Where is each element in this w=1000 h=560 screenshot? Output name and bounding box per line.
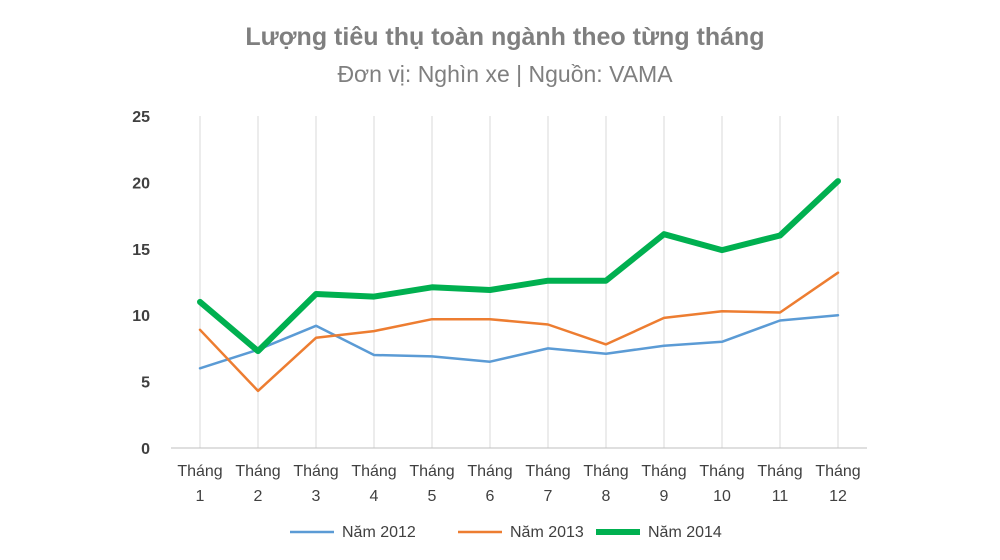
x-tick-8: Tháng 8 bbox=[583, 463, 628, 505]
x-tick-label-line1: Tháng bbox=[699, 463, 744, 480]
x-tick-label-line1: Tháng bbox=[351, 463, 396, 480]
legend: Năm 2012 Năm 2013 Năm 2014 bbox=[290, 524, 722, 541]
x-tick-label-line1: Tháng bbox=[583, 463, 628, 480]
x-tick-label-line1: Tháng bbox=[235, 463, 280, 480]
x-tick-label-line2: 5 bbox=[428, 488, 437, 505]
x-tick-label-line2: 6 bbox=[486, 488, 495, 505]
chart-title: Lượng tiêu thụ toàn ngành theo từng thán… bbox=[245, 23, 764, 51]
x-tick-label-line2: 4 bbox=[370, 488, 379, 505]
x-tick-2: Tháng 2 bbox=[235, 463, 280, 505]
x-axis: Tháng1Tháng2Tháng3Tháng4Tháng5Tháng6Thán… bbox=[177, 463, 860, 505]
x-tick-11: Tháng 11 bbox=[757, 463, 802, 505]
legend-item-2: Năm 2013 bbox=[458, 524, 584, 541]
series-lines bbox=[197, 178, 841, 393]
x-tick-label-line1: Tháng bbox=[757, 463, 802, 480]
x-tick-label-line2: 11 bbox=[772, 488, 789, 505]
x-tick-10: Tháng 10 bbox=[699, 463, 744, 505]
chart-subtitle: Đơn vị: Nghìn xe | Nguồn: VAMA bbox=[337, 61, 673, 87]
x-tick-label-line2: 9 bbox=[660, 488, 669, 505]
x-tick-label-line1: Tháng bbox=[467, 463, 512, 480]
x-tick-label-line1: Tháng bbox=[641, 463, 686, 480]
x-tick-label-line2: 10 bbox=[713, 488, 731, 505]
legend-item-3: Năm 2014 bbox=[596, 524, 722, 541]
x-tick-1: Tháng 1 bbox=[177, 463, 222, 505]
x-tick-label-line2: 8 bbox=[602, 488, 611, 505]
y-tick-label: 25 bbox=[132, 109, 150, 126]
x-tick-12: Tháng 12 bbox=[815, 463, 860, 505]
legend-label: Năm 2012 bbox=[342, 524, 416, 541]
x-tick-label-line2: 1 bbox=[196, 488, 205, 505]
x-tick-label-line1: Tháng bbox=[293, 463, 338, 480]
x-tick-label-line1: Tháng bbox=[815, 463, 860, 480]
x-tick-label-line1: Tháng bbox=[525, 463, 570, 480]
series-line-1 bbox=[198, 313, 840, 370]
x-tick-label-line2: 3 bbox=[312, 488, 321, 505]
y-tick-label: 20 bbox=[132, 175, 150, 192]
x-tick-label-line1: Tháng bbox=[177, 463, 222, 480]
x-tick-5: Tháng 5 bbox=[409, 463, 454, 505]
x-tick-label-line2: 12 bbox=[829, 488, 847, 505]
x-tick-4: Tháng 4 bbox=[351, 463, 396, 505]
y-tick-label: 0 bbox=[141, 441, 150, 458]
x-tick-label-line2: 7 bbox=[544, 488, 553, 505]
x-tick-label-line2: 2 bbox=[254, 488, 263, 505]
y-tick-label: 5 bbox=[141, 375, 150, 392]
x-tick-9: Tháng 9 bbox=[641, 463, 686, 505]
x-tick-label-line1: Tháng bbox=[409, 463, 454, 480]
legend-label: Năm 2014 bbox=[648, 524, 722, 541]
series-line-2 bbox=[198, 271, 840, 393]
gridlines bbox=[171, 116, 867, 449]
legend-label: Năm 2013 bbox=[510, 524, 584, 541]
y-tick-label: 15 bbox=[132, 242, 150, 259]
x-tick-7: Tháng 7 bbox=[525, 463, 570, 505]
x-tick-6: Tháng 6 bbox=[467, 463, 512, 505]
y-axis: 0 5 10 15 20 25 bbox=[132, 109, 150, 458]
x-tick-3: Tháng 3 bbox=[293, 463, 338, 505]
y-tick-label: 10 bbox=[132, 308, 150, 325]
series-line-3 bbox=[197, 178, 841, 355]
legend-item-1: Năm 2012 bbox=[290, 524, 416, 541]
